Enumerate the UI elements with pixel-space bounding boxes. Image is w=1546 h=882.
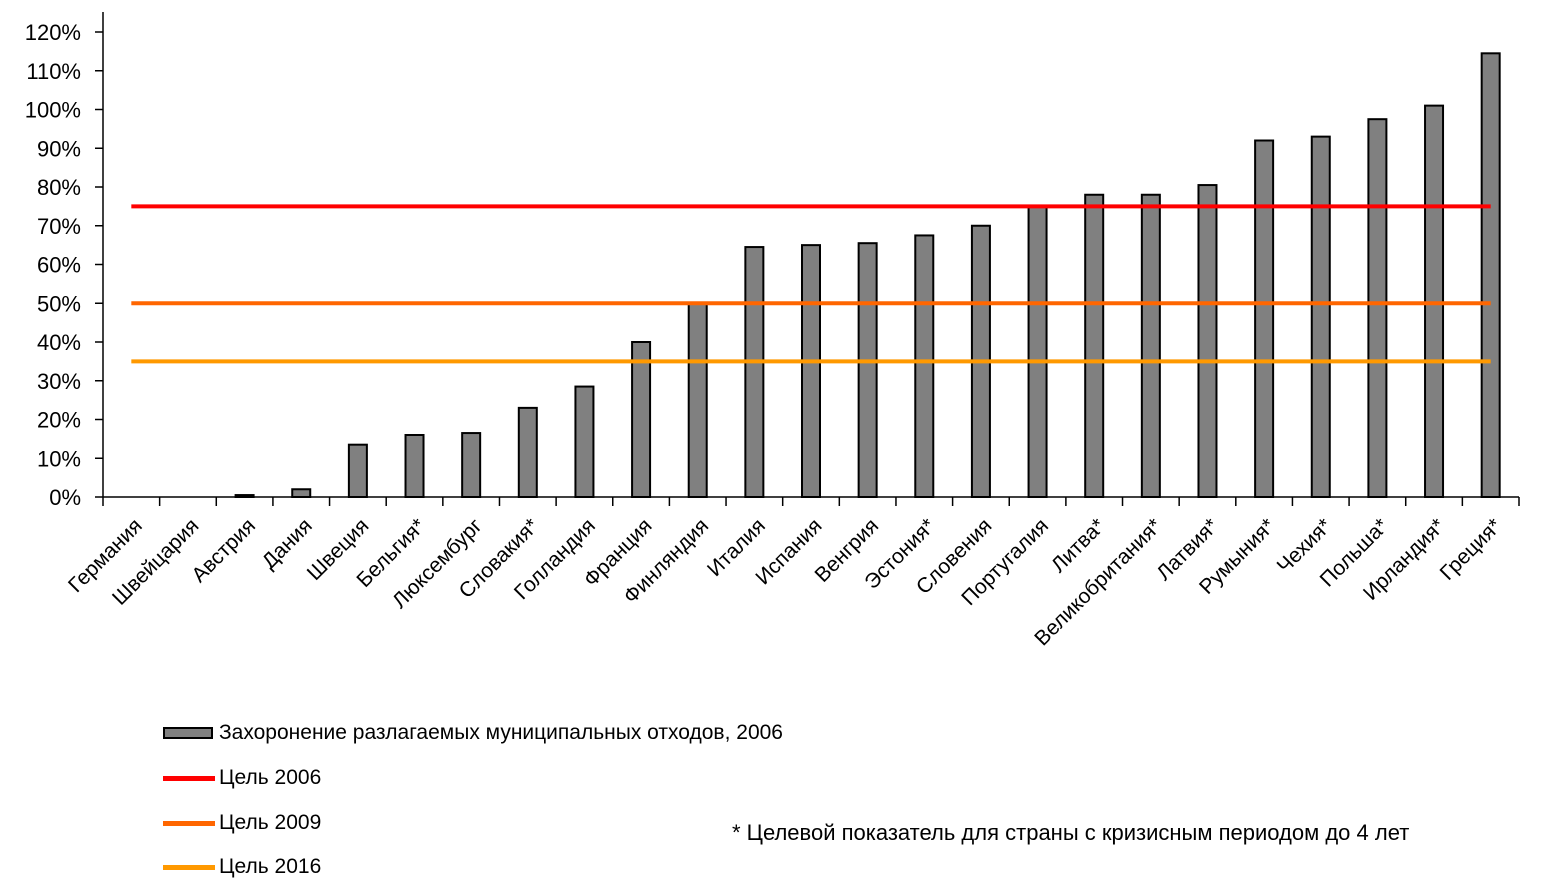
x-tick-label: Греция* <box>1436 514 1507 585</box>
y-tick-label: 40% <box>37 330 81 355</box>
bar <box>1197 184 1218 498</box>
bar <box>914 234 935 498</box>
y-tick-label: 70% <box>37 214 81 239</box>
bar <box>1480 52 1501 498</box>
y-tick-label: 80% <box>37 175 81 200</box>
y-tick-label: 120% <box>25 20 81 45</box>
bar <box>1140 193 1161 498</box>
bar <box>1084 193 1105 498</box>
legend-swatch-target-2016 <box>163 864 215 870</box>
y-tick-label: 10% <box>37 446 81 471</box>
bar <box>801 244 821 498</box>
y-tick-labels: 0% 10% 20% 30% 40% 50% 60% 70% 80% 90% 100% 110% 120… <box>25 20 81 510</box>
legend-item-target-2006: Цель 2006 <box>163 763 321 793</box>
bar <box>517 406 538 498</box>
legend-item-target-2016: Цель 2016 <box>163 852 321 882</box>
x-tick-labels: ГерманияШвейцарияАвстрияДанияШвецияБельг… <box>64 514 1506 650</box>
bar <box>1254 139 1275 498</box>
legend-label-target-2016: Цель 2016 <box>219 855 322 878</box>
bar <box>1027 205 1048 498</box>
bar <box>291 488 312 498</box>
bar <box>574 385 595 498</box>
bar <box>461 432 482 498</box>
y-tick-label: 50% <box>37 291 81 316</box>
chart: ГерманияШвейцарияАвстрияДанияШвецияБельг… <box>25 12 1520 650</box>
legend-swatch-bars <box>163 727 213 739</box>
bars <box>234 52 1501 498</box>
bar <box>404 434 425 498</box>
footnote: * Целевой показатель для страны с кризис… <box>732 820 1410 845</box>
y-tick-label: 20% <box>37 408 81 433</box>
y-tick-label: 0% <box>49 485 81 510</box>
legend-swatch-target-2006 <box>163 775 215 781</box>
target-lines <box>131 204 1491 364</box>
bar <box>347 443 368 498</box>
legend-label-target-2006: Цель 2006 <box>219 766 322 789</box>
axes <box>95 12 1520 506</box>
y-tick-label: 100% <box>25 98 81 123</box>
y-tick-label: 110% <box>26 59 81 84</box>
legend-swatch-target-2009 <box>163 820 215 826</box>
bar <box>1310 135 1331 498</box>
x-tick-label: Австрия <box>187 514 260 587</box>
bar <box>687 302 708 498</box>
bar <box>857 242 878 498</box>
legend-item-bars: Захоронение разлагаемых муниципальных от… <box>163 718 783 748</box>
bar <box>1367 118 1388 498</box>
bar <box>234 494 255 498</box>
y-tick-label: 60% <box>37 253 81 278</box>
legend-label-target-2009: Цель 2009 <box>219 811 322 834</box>
bar <box>744 246 765 498</box>
y-tick-label: 90% <box>37 136 81 161</box>
legend-label-bars: Захоронение разлагаемых муниципальных от… <box>219 721 783 744</box>
bar <box>631 341 652 498</box>
y-tick-label: 30% <box>37 369 81 394</box>
legend-item-target-2009: Цель 2009 <box>163 808 321 838</box>
